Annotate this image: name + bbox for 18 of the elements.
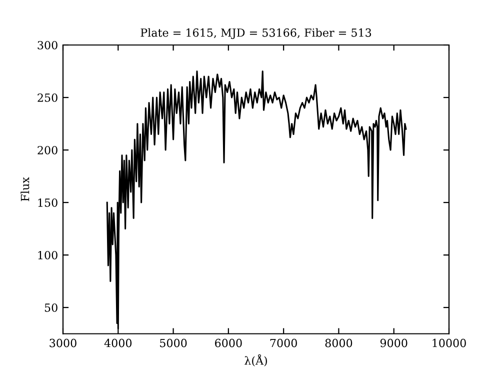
y-tick-label: 300 — [38, 40, 58, 50]
x-tick-label: 6000 — [215, 338, 242, 348]
y-tick-label: 200 — [38, 146, 58, 154]
x-tick-label: 5000 — [160, 338, 187, 348]
y-tick-label: 50 — [44, 303, 58, 312]
x-tick-label: 7000 — [270, 338, 297, 348]
y-tick-label: 250 — [38, 93, 58, 102]
x-tick-label: 10000 — [432, 338, 466, 348]
x-axis-title: λ(Å) — [244, 354, 267, 366]
chart-title: Plate = 1615, MJD = 53166, Fiber = 513 — [140, 28, 372, 39]
x-tick-label: 4000 — [104, 338, 132, 348]
y-tick-label: 150 — [38, 198, 58, 207]
x-tick-label: 9000 — [380, 338, 408, 348]
x-tick-label: 8000 — [325, 338, 352, 348]
y-axis-title: Flux — [20, 177, 30, 202]
x-tick-label: 3000 — [50, 338, 76, 348]
line-series — [106, 70, 407, 330]
y-tick-label: 100 — [38, 250, 58, 260]
